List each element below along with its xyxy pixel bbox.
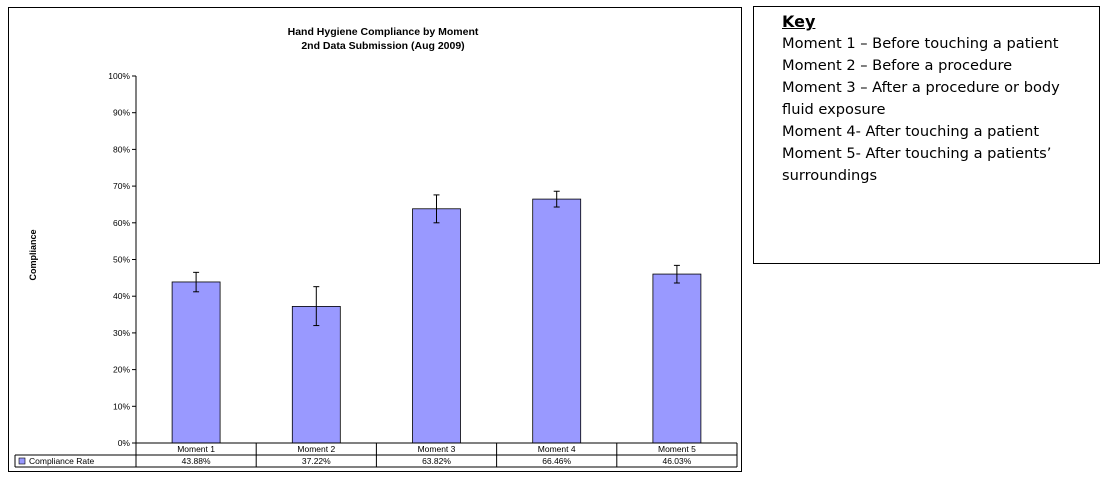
bar-1 (171, 281, 221, 444)
key-item-3: Moment 3 – After a procedure or body flu… (782, 79, 1060, 118)
y-tick-label: 80% (113, 144, 130, 154)
y-tick-label: 10% (113, 401, 130, 411)
legend-label: Compliance Rate (29, 456, 94, 466)
bar-5 (652, 273, 702, 444)
bars (171, 198, 702, 444)
data-table: Moment 1 43.88% Moment 2 37.22% Moment 3 63.8… (14, 442, 738, 468)
y-tick-label: 40% (113, 291, 130, 301)
y-tick-label: 100% (108, 71, 130, 81)
y-tick-label: 30% (113, 328, 130, 338)
key-item-1: Moment 1 – Before touching a patient (782, 35, 1059, 52)
y-tick-label: 50% (113, 255, 130, 265)
key-item-2: Moment 2 – Before a procedure (782, 57, 1013, 74)
y-tick-label: 70% (113, 181, 130, 191)
y-tick-label: 20% (113, 365, 130, 375)
y-tick-label: 90% (113, 108, 130, 118)
error-bars (193, 190, 680, 327)
bar-4 (532, 198, 582, 444)
x-tick-label: Moment 2 (297, 444, 335, 454)
chart-subtitle: 2nd Data Submission (Aug 2009) (301, 40, 464, 52)
y-axis: 0% 10% 20% 30% 40% 50% 60% 70% 80% 90% 100% (108, 71, 137, 448)
data-label: 46.03% (662, 456, 691, 466)
key-item-4: Moment 4- After touching a patient (782, 123, 1040, 140)
bar-2 (291, 306, 341, 444)
x-tick-label: Moment 3 (418, 444, 456, 454)
y-tick-label: 0% (118, 438, 131, 448)
chart-title: Hand Hygiene Compliance by Moment (288, 26, 479, 38)
legend-swatch (18, 457, 26, 465)
data-label: 43.88% (182, 456, 211, 466)
data-label: 37.22% (302, 456, 331, 466)
data-label: 63.82% (422, 456, 451, 466)
key-item-5: Moment 5- After touching a patients’ sur… (782, 145, 1052, 184)
compliance-bar-chart: Hand Hygiene Compliance by Moment 2nd Da… (14, 26, 738, 468)
data-label: 66.46% (542, 456, 571, 466)
x-tick-label: Moment 1 (177, 444, 215, 454)
chart-frame: Hand Hygiene Compliance by Moment 2nd Da… (8, 7, 742, 472)
x-tick-label: Moment 4 (538, 444, 576, 454)
y-axis-label: Compliance (28, 229, 38, 280)
key-title: Key (782, 12, 816, 31)
key-list: Moment 1 – Before touching a patient Mome… (782, 33, 1099, 187)
key-box: Key Moment 1 – Before touching a patient… (753, 6, 1100, 264)
bar-3 (412, 208, 461, 444)
y-tick-label: 60% (113, 218, 130, 228)
x-tick-label: Moment 5 (658, 444, 696, 454)
